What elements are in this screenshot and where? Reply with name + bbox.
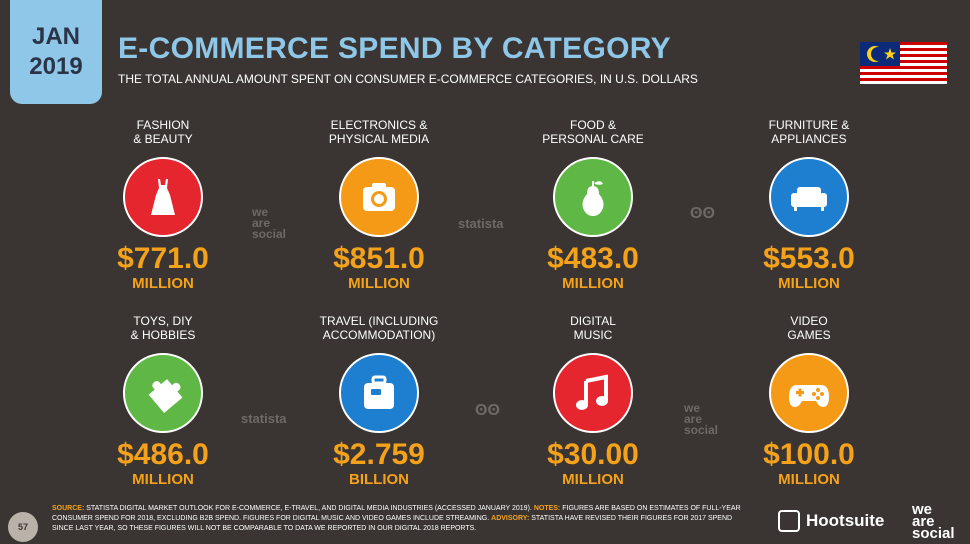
category-label: FOOD & PERSONAL CARE bbox=[542, 118, 644, 146]
category-icon-circle bbox=[339, 157, 419, 237]
we-are-social-watermark: we are social bbox=[252, 205, 287, 241]
notes-text: FIGURES ARE BASED ON ESTIMATES OF FULL-Y… bbox=[52, 505, 741, 522]
category-toys-diy-hobbies: TOYS, DIY & HOBBIES $486.0 MILLION bbox=[63, 312, 263, 488]
footer-notes: SOURCE: STATISTA DIGITAL MARKET OUTLOOK … bbox=[52, 504, 752, 534]
category-unit: MILLION bbox=[132, 275, 194, 292]
category-icon-circle bbox=[553, 353, 633, 433]
category-label: ELECTRONICS & PHYSICAL MEDIA bbox=[328, 118, 430, 146]
category-label: FURNITURE & APPLIANCES bbox=[768, 118, 850, 146]
category-video-games: VIDEO GAMES $100.0 MILLION bbox=[709, 312, 909, 488]
category-icon-circle bbox=[769, 157, 849, 237]
category-label: DIGITAL MUSIC bbox=[570, 314, 616, 342]
category-icon-circle bbox=[553, 157, 633, 237]
owl-icon bbox=[778, 510, 800, 532]
source-text: STATISTA DIGITAL MARKET OUTLOOK FOR E-CO… bbox=[86, 505, 532, 512]
category-icon-circle bbox=[123, 353, 203, 433]
date-badge: JAN 2019 bbox=[10, 0, 102, 104]
hootsuite-logo: Hootsuite bbox=[778, 510, 884, 532]
category-unit: MILLION bbox=[562, 471, 624, 488]
category-value: $851.0 bbox=[333, 242, 425, 275]
category-value: $30.00 bbox=[547, 438, 639, 471]
category-value: $100.0 bbox=[763, 438, 855, 471]
category-unit: MILLION bbox=[348, 275, 410, 292]
notes-label: NOTES: bbox=[533, 505, 561, 512]
category-label: FASHION & BEAUTY bbox=[133, 118, 193, 146]
page-title: E-COMMERCE SPEND BY CATEGORY bbox=[118, 32, 671, 65]
statista-watermark-2: statista bbox=[241, 411, 287, 426]
source-label: SOURCE: bbox=[52, 505, 85, 512]
page-subtitle: THE TOTAL ANNUAL AMOUNT SPENT ON CONSUME… bbox=[118, 72, 698, 86]
category-value: $553.0 bbox=[763, 242, 855, 275]
gamepad-icon bbox=[789, 385, 829, 407]
category-travel: TRAVEL (INCLUDING ACCOMMODATION) $2.759 … bbox=[279, 312, 479, 488]
category-icon-circle bbox=[769, 353, 849, 433]
category-value: $486.0 bbox=[117, 438, 209, 471]
date-month: JAN bbox=[31, 23, 80, 50]
category-unit: MILLION bbox=[562, 275, 624, 292]
we-are-social-watermark-2: we are social bbox=[684, 401, 719, 437]
category-unit: MILLION bbox=[778, 275, 840, 292]
category-fashion-beauty: FASHION & BEAUTY $771.0 MILLION bbox=[63, 116, 263, 292]
category-unit: MILLION bbox=[778, 471, 840, 488]
date-year: 2019 bbox=[29, 53, 83, 80]
category-label: TRAVEL (INCLUDING ACCOMMODATION) bbox=[319, 314, 439, 342]
category-unit: MILLION bbox=[132, 471, 194, 488]
puzzle-icon bbox=[148, 379, 183, 413]
hootsuite-label: Hootsuite bbox=[806, 511, 885, 530]
category-value: $771.0 bbox=[117, 242, 209, 275]
music-note-icon bbox=[576, 374, 608, 410]
category-food-personal-care: FOOD & PERSONAL CARE $483.0 MILLION bbox=[493, 116, 693, 292]
category-value: $483.0 bbox=[547, 242, 639, 275]
owl-watermark-icon-2: ʘʘ bbox=[475, 402, 500, 419]
owl-watermark-icon: ʘʘ bbox=[690, 205, 715, 222]
we-are-social-logo: we are social bbox=[912, 501, 955, 542]
advisory-text: STATISTA HAVE REVISED THEIR FIGURES FOR … bbox=[52, 515, 733, 532]
category-value: $2.759 bbox=[333, 438, 425, 471]
category-electronics: ELECTRONICS & PHYSICAL MEDIA $851.0 MILL… bbox=[279, 116, 479, 292]
dress-icon bbox=[151, 179, 175, 215]
category-unit: BILLION bbox=[349, 471, 409, 488]
category-furniture-appliances: FURNITURE & APPLIANCES $553.0 MILLION bbox=[709, 116, 909, 292]
category-icon-circle bbox=[123, 157, 203, 237]
category-label: TOYS, DIY & HOBBIES bbox=[130, 314, 196, 342]
camera-icon bbox=[363, 183, 395, 211]
advisory-label: ADVISORY: bbox=[491, 515, 530, 522]
category-label: VIDEO GAMES bbox=[787, 314, 831, 342]
category-digital-music: DIGITAL MUSIC $30.00 MILLION bbox=[493, 312, 693, 488]
page-number: 57 bbox=[8, 512, 38, 542]
statista-watermark: statista bbox=[458, 216, 504, 231]
pear-icon bbox=[582, 181, 604, 216]
sofa-icon bbox=[791, 187, 827, 211]
suitcase-icon bbox=[364, 375, 394, 409]
category-icon-circle bbox=[339, 353, 419, 433]
malaysia-flag-icon bbox=[860, 42, 947, 84]
